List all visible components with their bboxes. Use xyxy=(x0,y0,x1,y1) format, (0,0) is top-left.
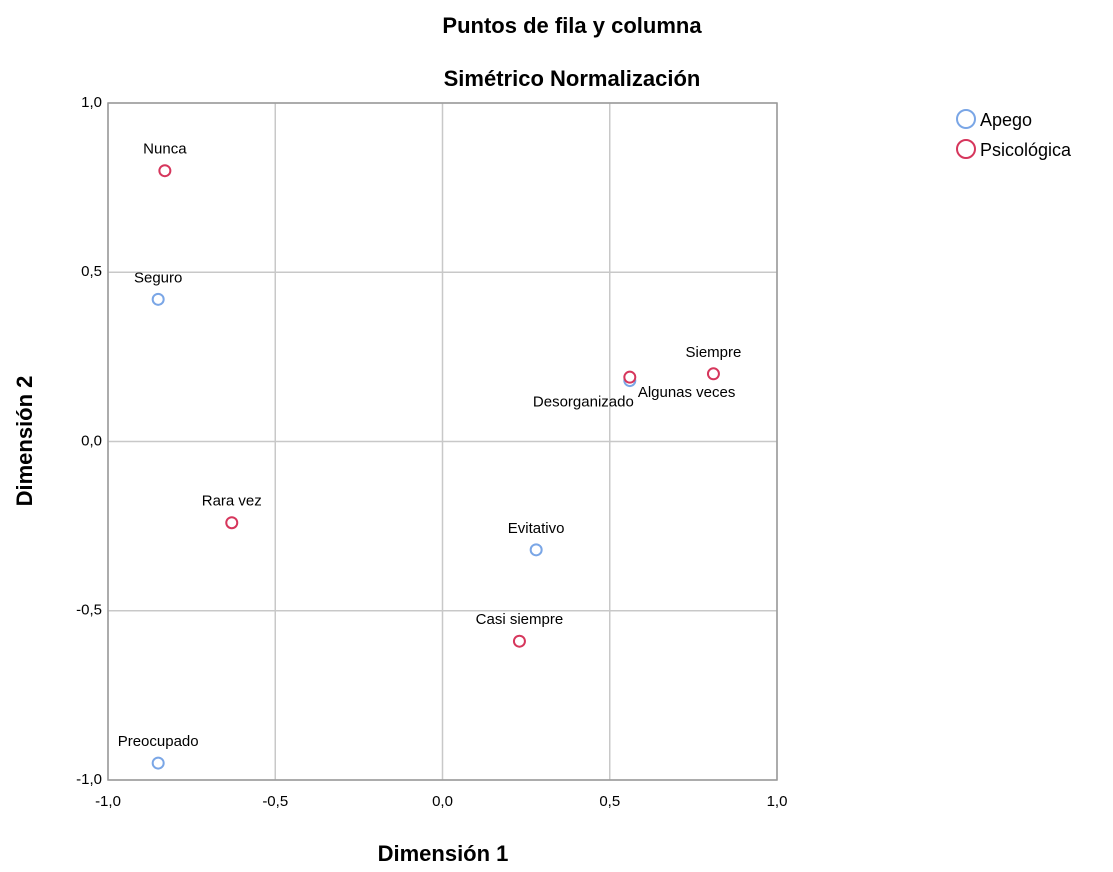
y-tick-label: 0,0 xyxy=(81,432,102,449)
point-label: Casi siempre xyxy=(476,611,564,628)
point xyxy=(512,634,526,648)
y-tick-label: -1,0 xyxy=(76,771,102,788)
point xyxy=(225,516,239,530)
x-axis-label: Dimensión 1 xyxy=(378,841,509,866)
x-tick-label: -1,0 xyxy=(95,793,121,810)
legend-marker xyxy=(956,109,976,129)
point-label: Evitativo xyxy=(508,520,565,537)
x-tick-label: 0,0 xyxy=(432,793,453,810)
point-label: Rara vez xyxy=(202,493,262,510)
x-tick-label: -0,5 xyxy=(262,793,288,810)
legend-label: Psicológica xyxy=(980,140,1072,160)
point xyxy=(529,543,543,557)
point xyxy=(151,756,165,770)
point-label: Nunca xyxy=(143,141,187,158)
x-tick-label: 1,0 xyxy=(767,793,788,810)
y-tick-label: 1,0 xyxy=(81,94,102,111)
x-tick-label: 0,5 xyxy=(599,793,620,810)
point-label: Preocupado xyxy=(118,733,199,750)
point-label: Algunas veces xyxy=(638,384,736,401)
point xyxy=(706,367,720,381)
point-label: Siempre xyxy=(686,344,742,361)
y-axis-label: Dimensión 2 xyxy=(12,376,37,507)
point-label: Desorganizado xyxy=(533,394,634,411)
point xyxy=(151,292,165,306)
point-label: Seguro xyxy=(134,269,182,286)
y-tick-label: -0,5 xyxy=(76,602,102,619)
point xyxy=(158,164,172,178)
chart-subtitle: Simétrico Normalización xyxy=(444,66,701,91)
y-tick-label: 0,5 xyxy=(81,263,102,280)
chart-title: Puntos de fila y columna xyxy=(442,13,702,38)
plot-frame xyxy=(107,102,778,781)
point xyxy=(623,370,637,384)
legend-label: Apego xyxy=(980,110,1032,130)
legend-marker xyxy=(956,139,976,159)
